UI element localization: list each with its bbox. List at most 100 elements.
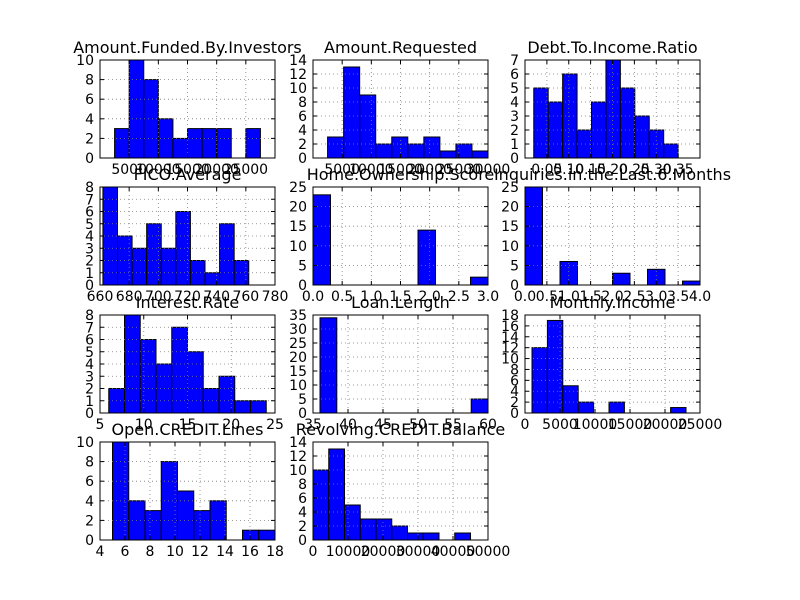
histogram-bar [319, 317, 338, 414]
histogram-bar [102, 186, 118, 286]
y-tick-label: 10 [501, 239, 519, 255]
axes-frame [312, 441, 489, 541]
histogram-bar [577, 401, 595, 414]
y-tick-label: 4 [85, 112, 94, 128]
histogram-bar [407, 143, 425, 159]
histogram-bar [218, 375, 236, 414]
y-tick-label: 6 [85, 474, 94, 490]
y-tick-label: 2 [85, 131, 94, 147]
histogram-bar [562, 385, 579, 414]
histogram-bar [187, 351, 204, 414]
x-tick-label: 720 [174, 289, 201, 305]
x-tick-label: 2.0 [419, 289, 441, 305]
x-tick-label: 2.5 [623, 289, 645, 305]
x-tick-label: 0.30 [641, 162, 672, 178]
y-tick-label: 15 [289, 219, 307, 235]
y-tick-label: 20 [289, 350, 307, 366]
histogram-panel-6: 0.0 0.5 1.0 1.5 2.0 2.5 3.0 3.5 4.0 0 5 10 15 20 25Inq… [494, 165, 731, 305]
x-tick-label: 0.0 [302, 289, 324, 305]
y-tick-label: 0 [510, 278, 519, 294]
histogram-bar [201, 128, 218, 159]
histogram-bar [605, 59, 621, 159]
y-tick-label: 4 [85, 357, 94, 373]
subplot-title: Open.CREDIT.Lines [112, 420, 264, 439]
histogram-bar [375, 518, 393, 541]
y-tick-label: 8 [298, 95, 307, 111]
y-tick-label: 6 [510, 67, 519, 83]
y-tick-label: 18 [501, 308, 519, 324]
x-tick-label: 1.5 [579, 289, 601, 305]
y-tick-label: 2 [85, 254, 94, 270]
axes-frame [524, 314, 701, 414]
subplot-title: Revolving.CREDIT.Balance [296, 420, 505, 439]
histogram-bar [391, 525, 408, 541]
y-tick-label: 6 [510, 373, 519, 389]
y-tick-label: 35 [289, 308, 307, 324]
y-tick-label: 6 [85, 205, 94, 221]
x-tick-label: 10000 [349, 162, 394, 178]
y-tick-label: 8 [85, 455, 94, 471]
y-tick-label: 4 [510, 95, 519, 111]
y-tick-label: 12 [289, 449, 307, 465]
histogram-bar [524, 186, 543, 286]
histogram-bar [131, 247, 148, 286]
x-tick-label: 30000 [396, 544, 441, 560]
histogram-bar [155, 363, 173, 414]
x-tick-label: 10 [166, 544, 184, 560]
y-tick-label: 0 [298, 278, 307, 294]
y-tick-label: 20 [501, 200, 519, 216]
histogram-bar [391, 136, 409, 159]
y-tick-label: 1 [85, 394, 94, 410]
histogram-bar [160, 461, 178, 541]
histogram-bar [470, 398, 489, 414]
x-tick-label: 45 [374, 417, 392, 433]
x-tick-label: 0.5 [331, 289, 353, 305]
y-tick-label: 15 [501, 219, 519, 235]
histogram-bar [112, 441, 130, 541]
x-tick-label: 740 [203, 289, 230, 305]
x-tick-label: 10000 [326, 544, 371, 560]
y-tick-label: 14 [501, 330, 519, 346]
y-tick-label: 2 [510, 395, 519, 411]
y-tick-label: 1 [510, 137, 519, 153]
x-tick-label: 15000 [608, 417, 653, 433]
y-tick-label: 4 [510, 384, 519, 400]
x-tick-label: 40 [339, 417, 357, 433]
x-tick-label: 25000 [678, 417, 723, 433]
y-tick-label: 8 [85, 73, 94, 89]
histogram-bar [407, 532, 424, 541]
x-tick-label: 20000 [361, 544, 406, 560]
y-tick-label: 3 [85, 369, 94, 385]
subplot-title: Amount.Requested [324, 38, 477, 57]
histogram-bar [177, 490, 195, 541]
histogram-bar [608, 401, 625, 414]
y-tick-label: 30 [289, 322, 307, 338]
histogram-bar [612, 272, 631, 286]
x-tick-label: 20 [222, 417, 240, 433]
x-tick-label: 35 [304, 417, 322, 433]
x-tick-label: 0 [521, 417, 530, 433]
x-tick-label: 680 [116, 289, 143, 305]
x-tick-label: 8 [146, 544, 155, 560]
histogram-bar [114, 128, 130, 159]
histogram-bar [471, 150, 489, 159]
x-tick-label: 6 [121, 544, 130, 560]
x-tick-label: 15000 [378, 162, 423, 178]
x-tick-label: 0.5 [536, 289, 558, 305]
histogram-bar [234, 400, 251, 414]
x-tick-label: 3.5 [667, 289, 689, 305]
y-tick-label: 25 [289, 336, 307, 352]
x-tick-label: 20000 [643, 417, 688, 433]
y-tick-label: 2 [298, 519, 307, 535]
y-tick-label: 5 [510, 81, 519, 97]
histogram-bar [258, 529, 276, 541]
y-tick-label: 2 [298, 137, 307, 153]
histogram-bar [454, 532, 471, 541]
histogram-bar [455, 143, 473, 159]
histogram-bar [422, 532, 440, 541]
